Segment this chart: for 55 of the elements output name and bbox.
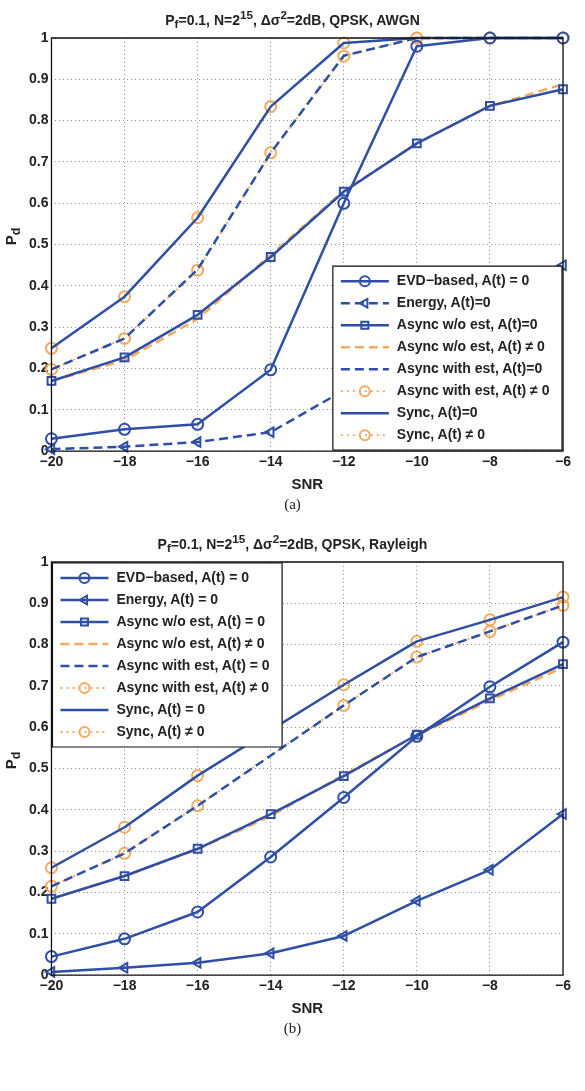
x-tick-label: −10 [404,977,429,994]
x-tick-label: −6 [555,977,572,994]
x-tick-label: −16 [185,453,210,470]
legend-label: Energy, A(t)=0 [396,294,491,311]
x-tick-label: −10 [404,453,429,470]
legend-label: Sync, A(t)=0 [396,404,478,421]
y-tick-label: 0.9 [28,594,49,611]
y-tick-label: 0.1 [28,924,49,941]
chart-title: P$_{f}$=0.1, N=2$^{15}$, Δσ$^{2}$=2dB, QPSK, Rayleigh [156,531,429,555]
y-tick-label: 0.8 [28,635,49,652]
chart-title: P$_{f}$=0.1, N=2$^{15}$, Δσ$^{2}$=2dB, QPSK, AWGN [164,7,421,31]
legend-label: Async w/o est, A(t)=0 [396,316,538,333]
y-tick-label: 0.6 [28,718,49,735]
legend-label: Async with est, A(t) = 0 [116,656,270,673]
y-tick-label: 0.4 [28,800,49,817]
y-tick-label: 0.5 [28,235,49,252]
x-tick-label: −18 [112,453,137,470]
legend-label: Async w/o est, A(t) ≠ 0 [396,338,546,355]
text: (a) [283,496,302,514]
x-tick-label: −12 [331,453,356,470]
x-tick-label: −18 [112,977,137,994]
y-tick-label: 0.7 [28,152,49,169]
legend-label: Sync, A(t) = 0 [116,700,206,717]
legend-label: Async with est, A(t) ≠ 0 [396,382,550,399]
legend-label: Sync, A(t) ≠ 0 [116,722,205,739]
x-tick-label: −6 [555,453,572,470]
x-axis-title: SNR [291,999,324,1017]
legend-label: Energy, A(t) = 0 [116,590,219,607]
legend-label: Async with est, A(t) ≠ 0 [116,678,270,695]
x-tick-label: −16 [185,977,210,994]
x-tick-label: −8 [481,453,499,470]
y-tick-label: 0.7 [28,676,49,693]
x-tick-label: −12 [331,977,356,994]
x-tick-label: −14 [258,453,283,470]
legend-label: Async w/o est, A(t) ≠ 0 [116,634,265,651]
text: (b) [282,1020,303,1038]
x-tick-label: −8 [481,977,499,994]
x-axis-title: SNR [291,475,324,493]
y-tick-label: 0.5 [28,759,49,776]
y-tick-label: 0.9 [28,70,49,87]
y-tick-label: 0.6 [28,194,49,211]
legend-label: Async with est, A(t)=0 [396,360,543,377]
legend-label: EVD−based, A(t) = 0 [396,272,530,289]
legend-label: Sync, A(t) ≠ 0 [396,426,486,443]
y-tick-label: 0.4 [28,276,49,293]
y-tick-label: 1 [40,28,49,45]
y-tick-label: 0.2 [28,359,49,376]
x-tick-label: −14 [258,977,283,994]
y-tick-label: 0.8 [28,111,49,128]
legend-label: Async w/o est, A(t) = 0 [116,612,266,629]
y-tick-label: 0.3 [28,318,49,335]
y-tick-label: 1 [40,552,49,569]
y-tick-label: 0.3 [28,842,49,859]
y-tick-label: 0.1 [28,400,49,417]
legend-label: EVD−based, A(t) = 0 [116,568,250,585]
